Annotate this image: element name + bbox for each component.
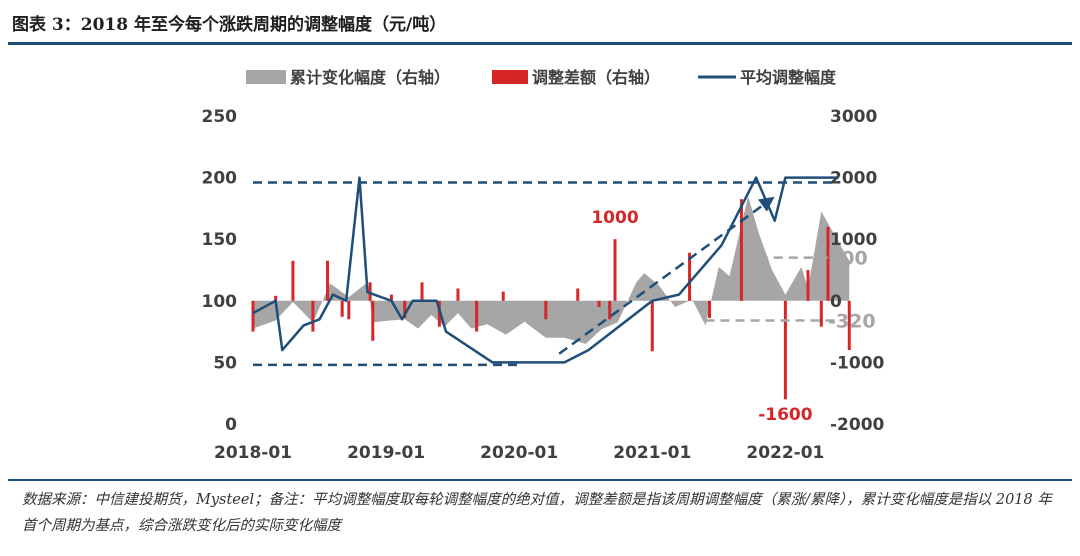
- adjustment-diff-bar-15: [501, 291, 505, 301]
- x-axis-tick: 2019-01: [347, 443, 425, 463]
- adjustment-diff-bar-29: [847, 300, 851, 351]
- legend-label-area: 累计变化幅度（右轴）: [290, 68, 450, 87]
- left-axis-tick: 100: [202, 292, 238, 312]
- right-axis-tick: 0: [830, 292, 842, 312]
- legend-swatch-area: [246, 70, 286, 84]
- header-divider: [8, 42, 1072, 45]
- adjustment-diff-bar-20: [613, 239, 617, 301]
- trend-arrow: [558, 196, 775, 355]
- adjustment-diff-bar-18: [597, 300, 601, 307]
- adjustment-diff-bar-14: [475, 300, 479, 332]
- left-axis-tick: 50: [213, 353, 237, 373]
- right-axis-tick: 2000: [830, 169, 877, 189]
- adjustment-diff-bar-16: [544, 300, 548, 320]
- adjustment-diff-bar-8: [371, 300, 375, 341]
- adjustment-diff-bar-26: [806, 270, 810, 301]
- right-axis-tick: -1000: [830, 353, 885, 373]
- left-axis-tick: 200: [202, 169, 238, 189]
- adjustment-diff-bar-11: [420, 282, 424, 301]
- adjustment-diff-bar-17: [576, 288, 580, 301]
- x-axis-tick: 2018-01: [214, 443, 292, 463]
- adjustment-diff-bar-6: [347, 300, 351, 320]
- x-axis-tick: 2022-01: [746, 443, 824, 463]
- adjustment-diff-bar-28: [826, 226, 830, 301]
- legend-swatch-bar: [492, 70, 528, 84]
- average-adjustment-line: [252, 176, 839, 364]
- right-axis-tick: -2000: [830, 415, 885, 435]
- x-axis-tick: 2021-01: [613, 443, 691, 463]
- adjustment-diff-bar-9: [389, 294, 393, 301]
- adjustment-diff-bar-10: [403, 300, 407, 319]
- adjustment-diff-bar-23: [708, 300, 712, 319]
- right-axis-tick: 3000: [830, 107, 877, 127]
- adjustment-diff-bar-3: [311, 300, 315, 332]
- adjustment-diff-bar-13: [456, 288, 460, 301]
- adjustment-diff-bar-2: [291, 260, 295, 301]
- adjustment-diff-bar-21: [650, 300, 654, 352]
- adjustment-diff-bar-5: [340, 300, 344, 317]
- adjustment-diff-bar-1: [274, 295, 278, 301]
- source-note: 数据来源：中信建投期货，Mysteel；备注：平均调整幅度取每轮调整幅度的绝对值…: [22, 492, 1052, 534]
- combo-chart: 700 -320 250 200 150 100 50 0 3000 2000 1000 0 -1000…: [202, 68, 885, 463]
- legend-label-bar: 调整差额（右轴）: [532, 68, 660, 87]
- right-axis-tick: 1000: [830, 230, 877, 250]
- left-axis-tick: 0: [225, 415, 237, 435]
- reference-label-3: -320: [828, 311, 876, 333]
- left-axis-tick: 150: [202, 230, 238, 250]
- adjustment-diff-bar-25: [783, 300, 787, 400]
- figure-title: 图表 3：2018 年至今每个涨跌周期的调整幅度（元/吨）: [12, 15, 447, 35]
- adjustment-diff-bar-7: [368, 282, 372, 301]
- adjustment-diff-bar-22: [688, 252, 692, 301]
- cumulative-change-area: [253, 196, 850, 344]
- annotation-label: 1000: [591, 208, 638, 228]
- adjustment-diff-bar-19: [608, 300, 612, 320]
- figure-header: 图表 3：2018 年至今每个涨跌周期的调整幅度（元/吨）: [8, 4, 1072, 45]
- reference-label-2: 700: [828, 248, 868, 270]
- left-axis-tick: 250: [202, 107, 238, 127]
- annotation-label: -1600: [758, 405, 813, 425]
- adjustment-diff-bar-24: [739, 199, 743, 301]
- legend-label-line: 平均调整幅度: [740, 68, 837, 87]
- adjustment-diff-bar-0: [251, 300, 255, 332]
- adjustment-diff-bar-27: [819, 300, 823, 327]
- footer-divider: [8, 479, 1072, 481]
- x-axis-tick: 2020-01: [480, 443, 558, 463]
- adjustment-diff-bar-4: [326, 260, 330, 301]
